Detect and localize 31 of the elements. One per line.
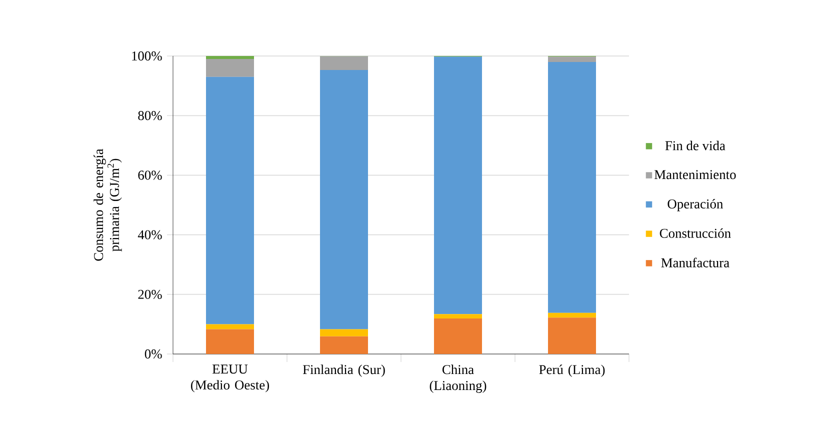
bar — [548, 318, 596, 354]
y-tick-label: 80% — [138, 111, 162, 120]
bar — [206, 56, 254, 59]
y-tick-label: 0% — [144, 349, 162, 359]
y-tick-label: 20% — [138, 290, 162, 299]
bar — [206, 329, 254, 354]
bar — [434, 56, 482, 314]
x-tick-label: China (Liaoning) — [430, 364, 486, 393]
x-tick-label: Finlandia (Sur) — [302, 364, 385, 377]
y-tick-label: 100% — [132, 51, 162, 61]
legend-label: Mantenimiento — [654, 170, 736, 180]
legend-label: Fin de vida — [665, 140, 726, 150]
bar — [206, 58, 254, 77]
x-tick-label: EEUU (Medio Oeste) — [191, 364, 270, 392]
bar — [548, 62, 596, 313]
bar — [320, 56, 368, 70]
bar — [548, 56, 596, 62]
bar — [320, 336, 368, 354]
bar — [434, 314, 482, 319]
bar — [434, 318, 482, 354]
bar — [548, 312, 596, 318]
y-tick-label: 40% — [138, 230, 162, 240]
bar — [320, 329, 368, 336]
legend-label: Construcción — [660, 228, 731, 238]
x-tick-label: Perú (Lima) — [539, 364, 605, 377]
legend-label: Operación — [668, 199, 723, 212]
bar — [320, 70, 368, 330]
bar — [206, 76, 254, 324]
legend-label: Manufactura — [661, 258, 730, 268]
y-tick-label: 60% — [138, 170, 162, 180]
bar — [206, 324, 254, 330]
